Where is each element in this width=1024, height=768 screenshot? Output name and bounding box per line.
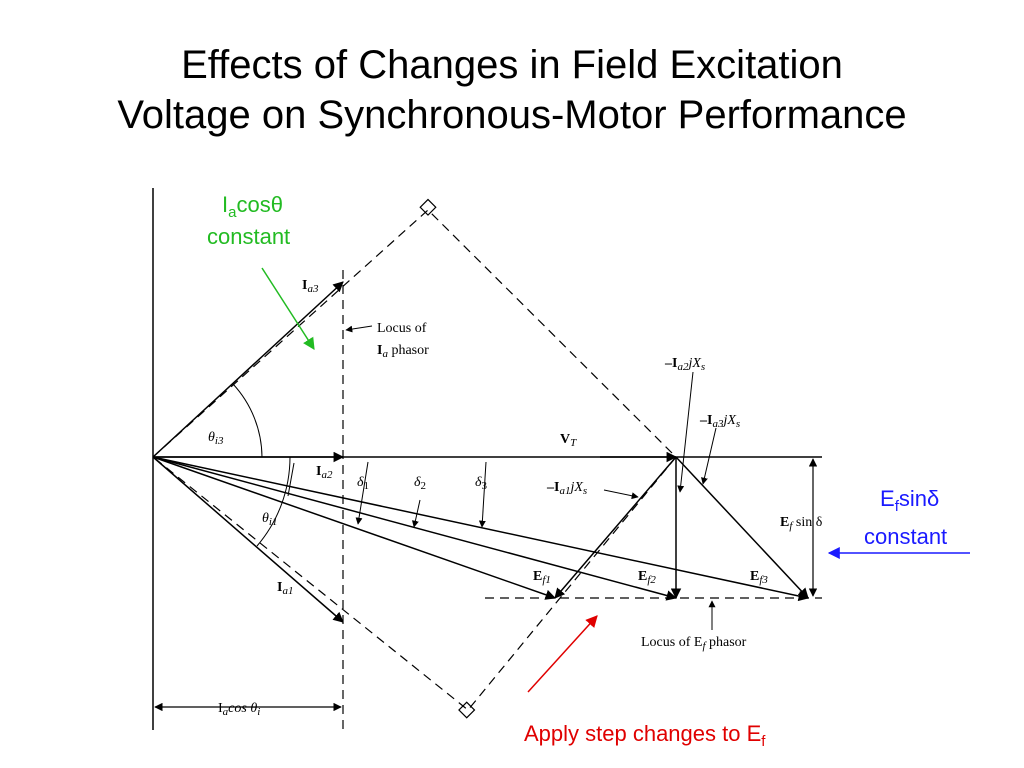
delta1-pointer <box>355 461 369 525</box>
label-ef1: Ef1 <box>533 569 551 586</box>
label-ia2-jxs: –Ia2jXs <box>664 356 705 373</box>
slide-title: Effects of Changes in Field Excitation V… <box>0 40 1024 140</box>
label-ia-cos-theta-i: Iacos θi <box>218 701 260 718</box>
theta-i3-arc <box>232 383 263 458</box>
theta-i1-arc <box>256 456 291 547</box>
ia-constant-note: constant <box>207 224 290 249</box>
label-delta3: δ3 <box>475 475 488 492</box>
label-ia2: Ia2 <box>316 464 333 481</box>
title-line-2: Voltage on Synchronous-Motor Performance <box>117 93 907 137</box>
ia-cos-theta-note: Iacosθ <box>222 192 283 221</box>
title-line-1: Effects of Changes in Field Excitation <box>181 43 843 87</box>
ia1-phasor <box>152 456 344 623</box>
label-ia1: Ia1 <box>277 580 293 597</box>
ia3-phasor <box>152 281 344 458</box>
ia3jxs-leader <box>701 427 717 485</box>
label-vt: VT <box>560 432 577 449</box>
apply-step-arrow <box>527 615 598 693</box>
label-locus-ia-1: Locus of <box>377 321 427 336</box>
label-delta2: δ2 <box>414 475 426 492</box>
theta-i1-pointer <box>287 462 295 497</box>
right-angle-marker-top <box>419 198 437 216</box>
label-ia3-jxs: –Ia3jXs <box>699 413 740 430</box>
ef-constant-note: constant <box>864 524 947 549</box>
locus-ia-leader <box>345 325 373 333</box>
delta3-pointer <box>478 461 487 528</box>
label-delta1: δ1 <box>357 475 369 492</box>
label-ef3: Ef3 <box>750 569 768 586</box>
ia-cos-constant-arrow <box>261 267 315 351</box>
delta2-pointer <box>411 499 421 528</box>
label-theta-i1: θi1 <box>262 511 277 528</box>
ia2jxs-leader <box>677 371 694 493</box>
label-locus-ia-2: Ia phasor <box>377 343 429 360</box>
ia1-jxs-phasor <box>554 456 677 599</box>
label-ef-sin-delta: Ef sin δ <box>780 515 823 532</box>
label-theta-i3: θi3 <box>208 430 224 447</box>
label-ef2: Ef2 <box>638 569 656 586</box>
dashed-rotated-rectangle <box>152 209 677 711</box>
label-ia1-jxs: –Ia1jXs <box>546 480 587 497</box>
label-locus-ef: Locus of Ef phasor <box>641 635 747 652</box>
ef-sin-delta-note: Efsinδ <box>880 486 939 515</box>
ia3-jxs-phasor <box>675 456 809 599</box>
ia1jxs-leader <box>603 489 639 500</box>
right-angle-marker-bottom <box>458 701 476 719</box>
ef1-phasor <box>152 456 556 600</box>
label-ia3: Ia3 <box>302 278 319 295</box>
apply-step-changes-note: Apply step changes to Ef <box>524 721 766 750</box>
